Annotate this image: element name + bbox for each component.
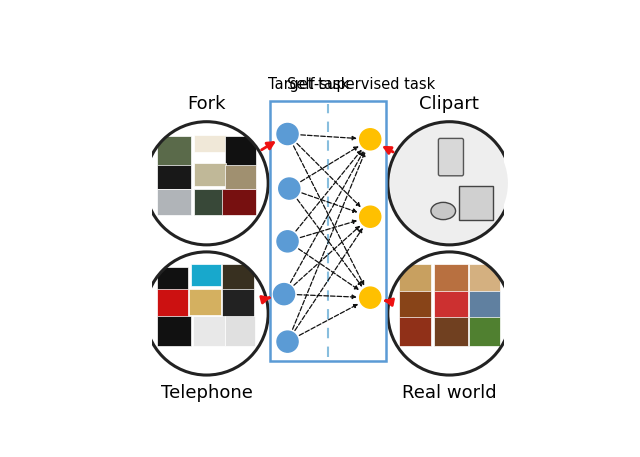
FancyBboxPatch shape: [225, 316, 255, 345]
FancyBboxPatch shape: [157, 289, 188, 317]
Text: Telephone: Telephone: [161, 384, 253, 402]
FancyBboxPatch shape: [193, 316, 225, 345]
Circle shape: [145, 252, 268, 375]
FancyBboxPatch shape: [195, 190, 227, 215]
FancyBboxPatch shape: [399, 291, 431, 319]
FancyBboxPatch shape: [469, 291, 500, 319]
FancyBboxPatch shape: [189, 289, 221, 315]
FancyBboxPatch shape: [225, 165, 256, 190]
Text: Self-supervised task: Self-supervised task: [287, 77, 436, 92]
Circle shape: [360, 206, 381, 227]
FancyBboxPatch shape: [222, 289, 254, 317]
FancyBboxPatch shape: [195, 135, 227, 153]
Circle shape: [391, 125, 508, 242]
Text: Real world: Real world: [402, 384, 497, 402]
Circle shape: [145, 122, 268, 245]
FancyBboxPatch shape: [157, 137, 191, 166]
Text: Target task: Target task: [268, 77, 349, 92]
Circle shape: [360, 287, 381, 308]
FancyBboxPatch shape: [157, 267, 188, 290]
Circle shape: [279, 178, 300, 199]
FancyBboxPatch shape: [157, 190, 191, 215]
FancyBboxPatch shape: [469, 317, 500, 345]
FancyBboxPatch shape: [434, 264, 468, 295]
Ellipse shape: [431, 202, 456, 220]
Circle shape: [277, 231, 298, 252]
Circle shape: [273, 283, 294, 305]
FancyBboxPatch shape: [157, 165, 191, 190]
Circle shape: [360, 129, 381, 150]
FancyBboxPatch shape: [434, 317, 468, 345]
Circle shape: [277, 123, 298, 144]
Circle shape: [388, 122, 511, 245]
FancyBboxPatch shape: [459, 186, 493, 220]
FancyBboxPatch shape: [399, 317, 431, 345]
FancyBboxPatch shape: [438, 138, 463, 176]
FancyBboxPatch shape: [222, 190, 256, 215]
Text: Fork: Fork: [188, 95, 226, 113]
Circle shape: [277, 331, 298, 352]
FancyBboxPatch shape: [399, 264, 431, 292]
Text: Clipart: Clipart: [419, 95, 479, 113]
FancyBboxPatch shape: [195, 163, 227, 186]
FancyBboxPatch shape: [469, 264, 500, 292]
Circle shape: [388, 252, 511, 375]
FancyBboxPatch shape: [434, 291, 468, 319]
FancyBboxPatch shape: [225, 137, 256, 166]
FancyBboxPatch shape: [191, 264, 221, 286]
FancyBboxPatch shape: [157, 316, 191, 345]
FancyBboxPatch shape: [222, 264, 254, 292]
